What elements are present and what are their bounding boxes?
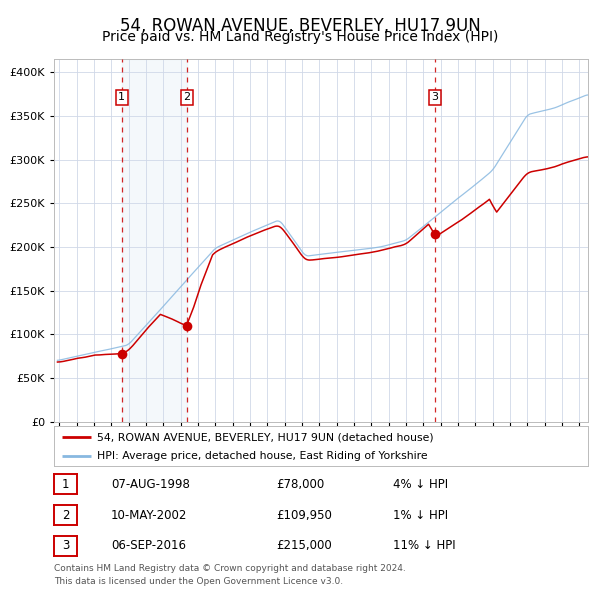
Text: Contains HM Land Registry data © Crown copyright and database right 2024.: Contains HM Land Registry data © Crown c… xyxy=(54,564,406,573)
Text: 1: 1 xyxy=(62,478,69,491)
Text: HPI: Average price, detached house, East Riding of Yorkshire: HPI: Average price, detached house, East… xyxy=(97,451,427,461)
Text: 54, ROWAN AVENUE, BEVERLEY, HU17 9UN: 54, ROWAN AVENUE, BEVERLEY, HU17 9UN xyxy=(119,17,481,35)
Text: £78,000: £78,000 xyxy=(276,478,324,491)
Text: 2: 2 xyxy=(62,509,69,522)
Bar xyxy=(122,59,187,422)
Text: Price paid vs. HM Land Registry's House Price Index (HPI): Price paid vs. HM Land Registry's House … xyxy=(102,30,498,44)
Text: 1% ↓ HPI: 1% ↓ HPI xyxy=(393,509,448,522)
Text: 11% ↓ HPI: 11% ↓ HPI xyxy=(393,539,455,552)
Text: 54, ROWAN AVENUE, BEVERLEY, HU17 9UN (detached house): 54, ROWAN AVENUE, BEVERLEY, HU17 9UN (de… xyxy=(97,432,433,442)
Text: 3: 3 xyxy=(62,539,69,552)
Text: 2: 2 xyxy=(183,92,190,102)
Text: 4% ↓ HPI: 4% ↓ HPI xyxy=(393,478,448,491)
Text: 1: 1 xyxy=(118,92,125,102)
Text: £109,950: £109,950 xyxy=(276,509,332,522)
Text: 3: 3 xyxy=(431,92,439,102)
Text: 06-SEP-2016: 06-SEP-2016 xyxy=(111,539,186,552)
Text: This data is licensed under the Open Government Licence v3.0.: This data is licensed under the Open Gov… xyxy=(54,577,343,586)
Text: 10-MAY-2002: 10-MAY-2002 xyxy=(111,509,187,522)
Text: 07-AUG-1998: 07-AUG-1998 xyxy=(111,478,190,491)
Text: £215,000: £215,000 xyxy=(276,539,332,552)
